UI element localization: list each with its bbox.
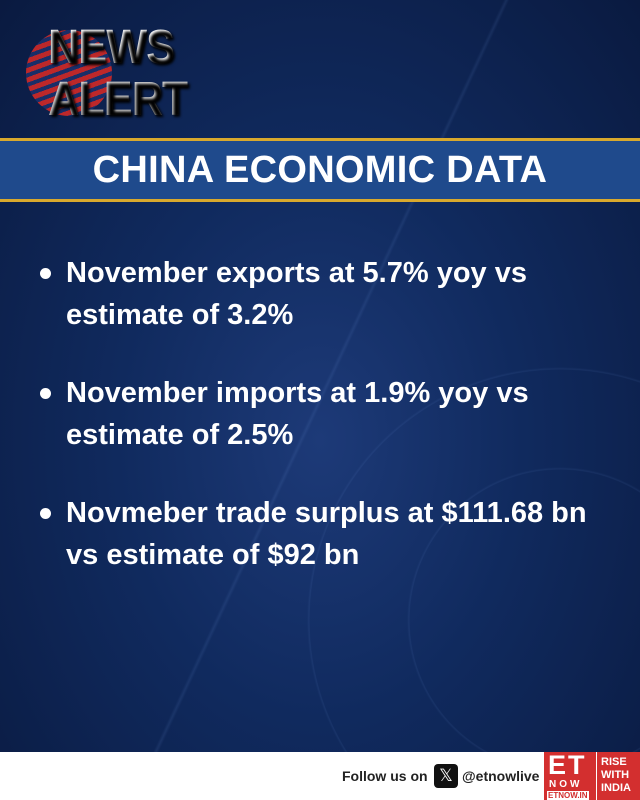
bullet-icon [40,508,51,519]
footer: Follow us on 𝕏 @etnowlive ET NOW ETNOW.I… [0,752,640,800]
bullet-line: estimate of 2.5% [66,419,294,451]
logo-divider [596,752,597,800]
bullet-line: Novmeber trade surplus at $111.68 bn [66,497,587,529]
x-logo-icon[interactable]: 𝕏 [434,764,458,788]
tagline-line: WITH [601,769,630,781]
follow-label: Follow us on [342,768,428,784]
social-handle-link[interactable]: @etnowlive [462,768,540,784]
tagline-line: RISE [601,756,627,768]
logo-text: NEWS ALERT [48,21,188,126]
logo-et: ET [548,750,587,780]
et-now-logo: ET NOW ETNOW.IN RISE WITH INDIA [544,752,640,800]
news-alert-logo: NEWS ALERT [26,21,188,126]
bullet-list: November exports at 5.7% yoy vs estimate … [36,252,636,612]
logo-tagline: RISE WITH INDIA [601,756,631,795]
logo-line-1: NEWS [48,21,175,74]
headline-banner: CHINA ECONOMIC DATA [0,138,640,202]
globe-icon [26,30,112,116]
logo-now: NOW [549,779,583,790]
bullet-line: vs estimate of $92 bn [66,539,360,571]
bullet-icon [40,268,51,279]
bullet-item: Novmeber trade surplus at $111.68 bn vs e… [36,492,636,576]
bullet-line: November exports at 5.7% yoy vs [66,257,527,289]
tagline-line: INDIA [601,782,631,794]
headline-title: CHINA ECONOMIC DATA [92,149,548,191]
bullet-line: November imports at 1.9% yoy vs [66,377,529,409]
bullet-icon [40,388,51,399]
bullet-line: estimate of 3.2% [66,299,294,331]
bullet-item: November imports at 1.9% yoy vs estimate … [36,372,636,456]
bullet-item: November exports at 5.7% yoy vs estimate … [36,252,636,336]
logo-line-2: ALERT [48,73,188,126]
logo-url: ETNOW.IN [547,791,589,800]
